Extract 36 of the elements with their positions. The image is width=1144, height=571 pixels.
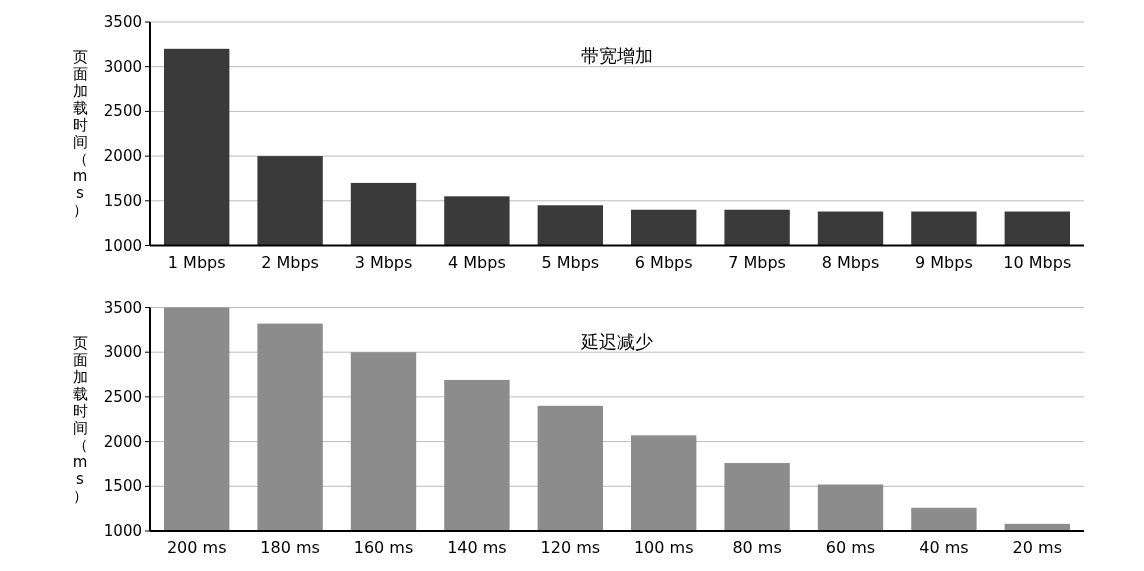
y-tick-label: 1000 — [103, 522, 142, 540]
x-tick-label: 100 ms — [633, 538, 694, 557]
y-tick-label: 2000 — [103, 147, 142, 166]
y-tick-label: 1500 — [103, 191, 142, 210]
y-tick-label: 2000 — [103, 432, 142, 451]
x-tick-label: 40 ms — [919, 538, 969, 557]
x-tick-label: 8 Mbps — [821, 252, 880, 272]
y-tick-label: 1500 — [103, 477, 142, 496]
y-tick-label: 3500 — [103, 298, 142, 317]
x-tick-label: 7 Mbps — [728, 252, 786, 272]
x-tick-label: 1 Mbps — [167, 252, 226, 272]
x-tick-label: 20 ms — [1012, 538, 1062, 557]
text: 页面加载时间（ms） — [72, 48, 88, 220]
x-tick-label: 9 Mbps — [915, 252, 973, 272]
text: 带宽增加 — [581, 45, 653, 66]
x-tick-label: 180 ms — [260, 538, 320, 557]
y-tick-label: 2500 — [103, 387, 142, 406]
x-tick-label: 3 Mbps — [354, 252, 413, 272]
x-tick-label: 80 ms — [732, 538, 782, 557]
text: 延迟减少 — [580, 330, 653, 352]
x-tick-label: 5 Mbps — [541, 252, 600, 272]
x-tick-label: 200 ms — [166, 538, 227, 557]
y-tick-label: 3000 — [103, 343, 142, 362]
x-tick-label: 4 Mbps — [448, 252, 506, 272]
x-tick-label: 160 ms — [353, 538, 414, 557]
y-tick-label: 3000 — [103, 57, 142, 76]
y-tick-label: 2500 — [103, 102, 142, 121]
y-tick-label: 1000 — [103, 236, 142, 255]
y-tick-label: 3500 — [103, 13, 142, 31]
x-tick-label: 2 Mbps — [261, 252, 319, 272]
x-tick-label: 140 ms — [447, 538, 507, 557]
x-tick-label: 6 Mbps — [634, 252, 693, 272]
x-tick-label: 120 ms — [540, 538, 601, 557]
x-tick-label: 60 ms — [825, 538, 876, 557]
x-tick-label: 10 Mbps — [1003, 252, 1072, 272]
text: 页面加载时间（ms） — [72, 333, 88, 505]
